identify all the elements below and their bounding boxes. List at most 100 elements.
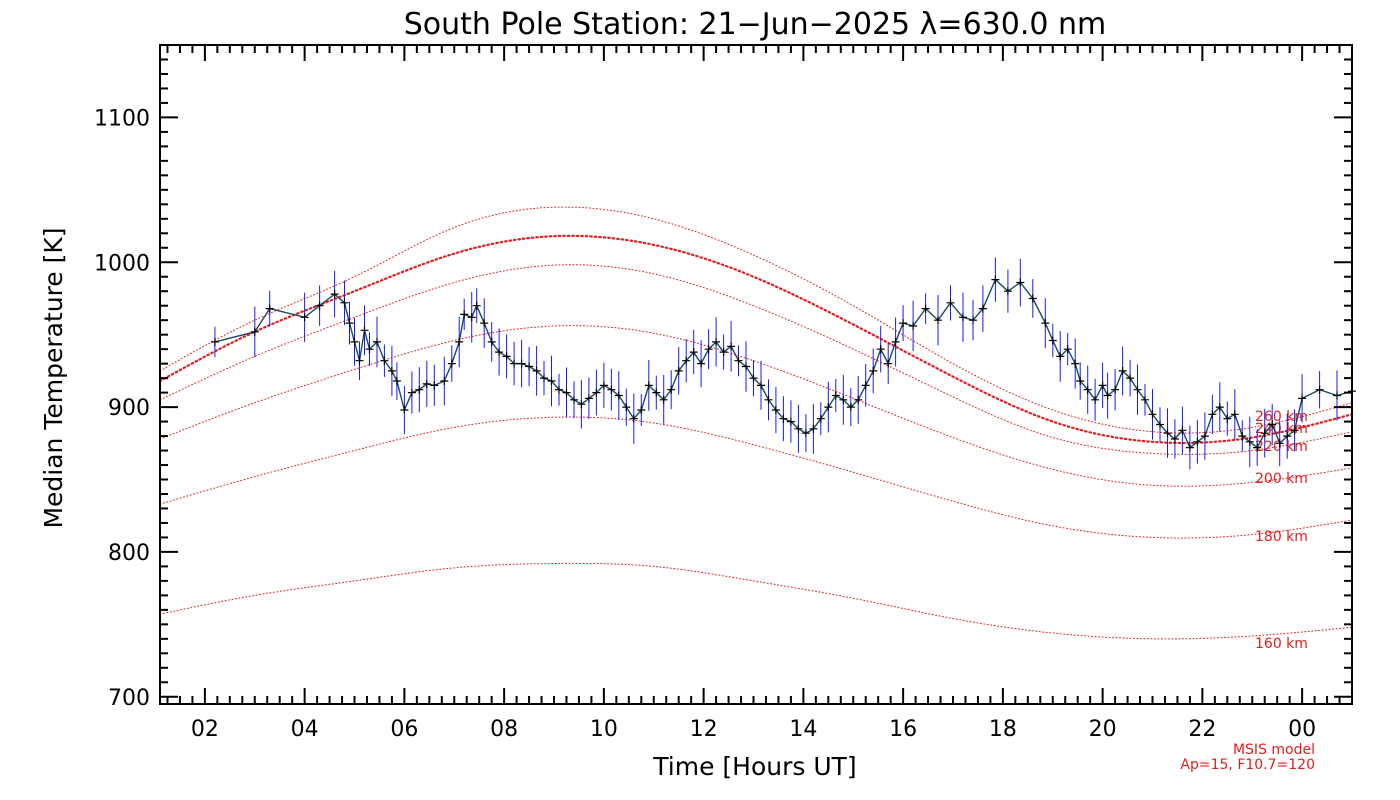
plot-frame xyxy=(159,44,1353,705)
x-tick-label: 10 xyxy=(590,717,618,742)
data-point xyxy=(430,381,439,390)
x-tick-label: 14 xyxy=(789,717,817,742)
data-point xyxy=(727,342,736,351)
data-point xyxy=(467,313,476,322)
data-point xyxy=(547,377,556,385)
x-tick-label: 02 xyxy=(191,717,219,742)
data-point xyxy=(315,301,324,310)
x-tick-label: 04 xyxy=(291,717,319,742)
data-point xyxy=(592,388,601,397)
data-point xyxy=(1253,443,1262,452)
data-point xyxy=(1185,443,1194,452)
data-point xyxy=(757,381,765,390)
data-point xyxy=(899,319,908,328)
data-point xyxy=(644,381,653,390)
x-tick-label: 18 xyxy=(989,717,1017,742)
data-point xyxy=(422,379,431,388)
data-point xyxy=(1118,366,1127,375)
data-point xyxy=(652,388,661,397)
data-point xyxy=(510,359,519,368)
data-point xyxy=(1003,287,1012,296)
data-point xyxy=(1091,395,1100,404)
data-point xyxy=(340,298,349,307)
x-tick-label: 22 xyxy=(1188,717,1216,742)
model-curve-180-km xyxy=(159,416,1353,539)
y-tick-label: 900 xyxy=(108,396,150,421)
data-point xyxy=(584,394,593,403)
data-point xyxy=(1275,439,1284,448)
data-point xyxy=(1170,435,1179,443)
data-point xyxy=(460,310,469,319)
data-point xyxy=(1268,420,1277,429)
data-point xyxy=(360,326,369,335)
model-params-label: Ap=15, F10.7=120 xyxy=(1180,757,1315,773)
y-tick-label: 1000 xyxy=(94,251,150,276)
data-point xyxy=(809,424,818,433)
data-point xyxy=(472,301,481,310)
data-point xyxy=(869,366,878,375)
data-point xyxy=(1141,395,1149,404)
data-point xyxy=(1148,410,1157,419)
data-point xyxy=(330,290,339,299)
data-point xyxy=(1133,385,1142,394)
model-curve-160-km xyxy=(159,562,1353,640)
data-point xyxy=(734,356,743,365)
data-point xyxy=(771,406,780,414)
data-point xyxy=(517,359,526,368)
data-point xyxy=(637,406,646,414)
data-point xyxy=(502,352,511,361)
model-curve-200-km xyxy=(159,325,1353,487)
model-label-260-km: 260 km xyxy=(1255,409,1308,425)
data-point xyxy=(487,337,496,346)
data-point xyxy=(555,385,563,394)
model-label-200-km: 200 km xyxy=(1255,471,1308,487)
data-point xyxy=(689,348,698,357)
data-point xyxy=(380,356,389,365)
data-point xyxy=(764,395,773,404)
data-point xyxy=(861,381,870,390)
data-point xyxy=(749,374,758,383)
x-tick-label: 06 xyxy=(390,717,418,742)
data-point xyxy=(355,356,364,365)
data-point xyxy=(846,403,855,412)
model-curve-220-km xyxy=(159,264,1353,455)
data-point xyxy=(1260,429,1269,438)
data-point xyxy=(1076,377,1085,385)
data-point xyxy=(1208,410,1217,419)
data-point xyxy=(876,345,885,354)
data-point xyxy=(1238,432,1247,441)
x-axis-label: Time [Hours UT] xyxy=(652,752,856,781)
x-tick-label: 16 xyxy=(889,717,917,742)
data-point xyxy=(1098,381,1107,390)
error-bars xyxy=(214,257,1353,470)
observed-temperature-line xyxy=(214,278,1353,449)
x-tick-label: 08 xyxy=(490,717,518,742)
data-point xyxy=(959,313,967,322)
data-point xyxy=(816,414,825,423)
data-point xyxy=(250,327,259,336)
data-point xyxy=(345,319,354,328)
data-point xyxy=(1193,437,1202,446)
data-point xyxy=(350,337,359,346)
data-point xyxy=(909,322,918,330)
data-point xyxy=(1315,385,1324,394)
data-point xyxy=(1063,345,1072,354)
data-point xyxy=(779,414,788,423)
data-point xyxy=(447,359,456,368)
data-point xyxy=(831,391,840,400)
data-point xyxy=(599,381,608,390)
data-point xyxy=(891,337,900,346)
data-point xyxy=(622,403,631,412)
model-curve-260-km xyxy=(159,206,1353,434)
y-axis-label: Median Temperature [K] xyxy=(39,227,68,528)
model-curve-240-km xyxy=(158,234,1354,445)
data-point xyxy=(946,298,955,307)
data-point xyxy=(455,337,464,346)
data-point xyxy=(570,395,578,404)
x-tick-label: 12 xyxy=(690,717,718,742)
data-point xyxy=(562,388,571,397)
data-point xyxy=(629,414,638,423)
data-point xyxy=(1041,319,1050,328)
data-point xyxy=(415,385,424,394)
